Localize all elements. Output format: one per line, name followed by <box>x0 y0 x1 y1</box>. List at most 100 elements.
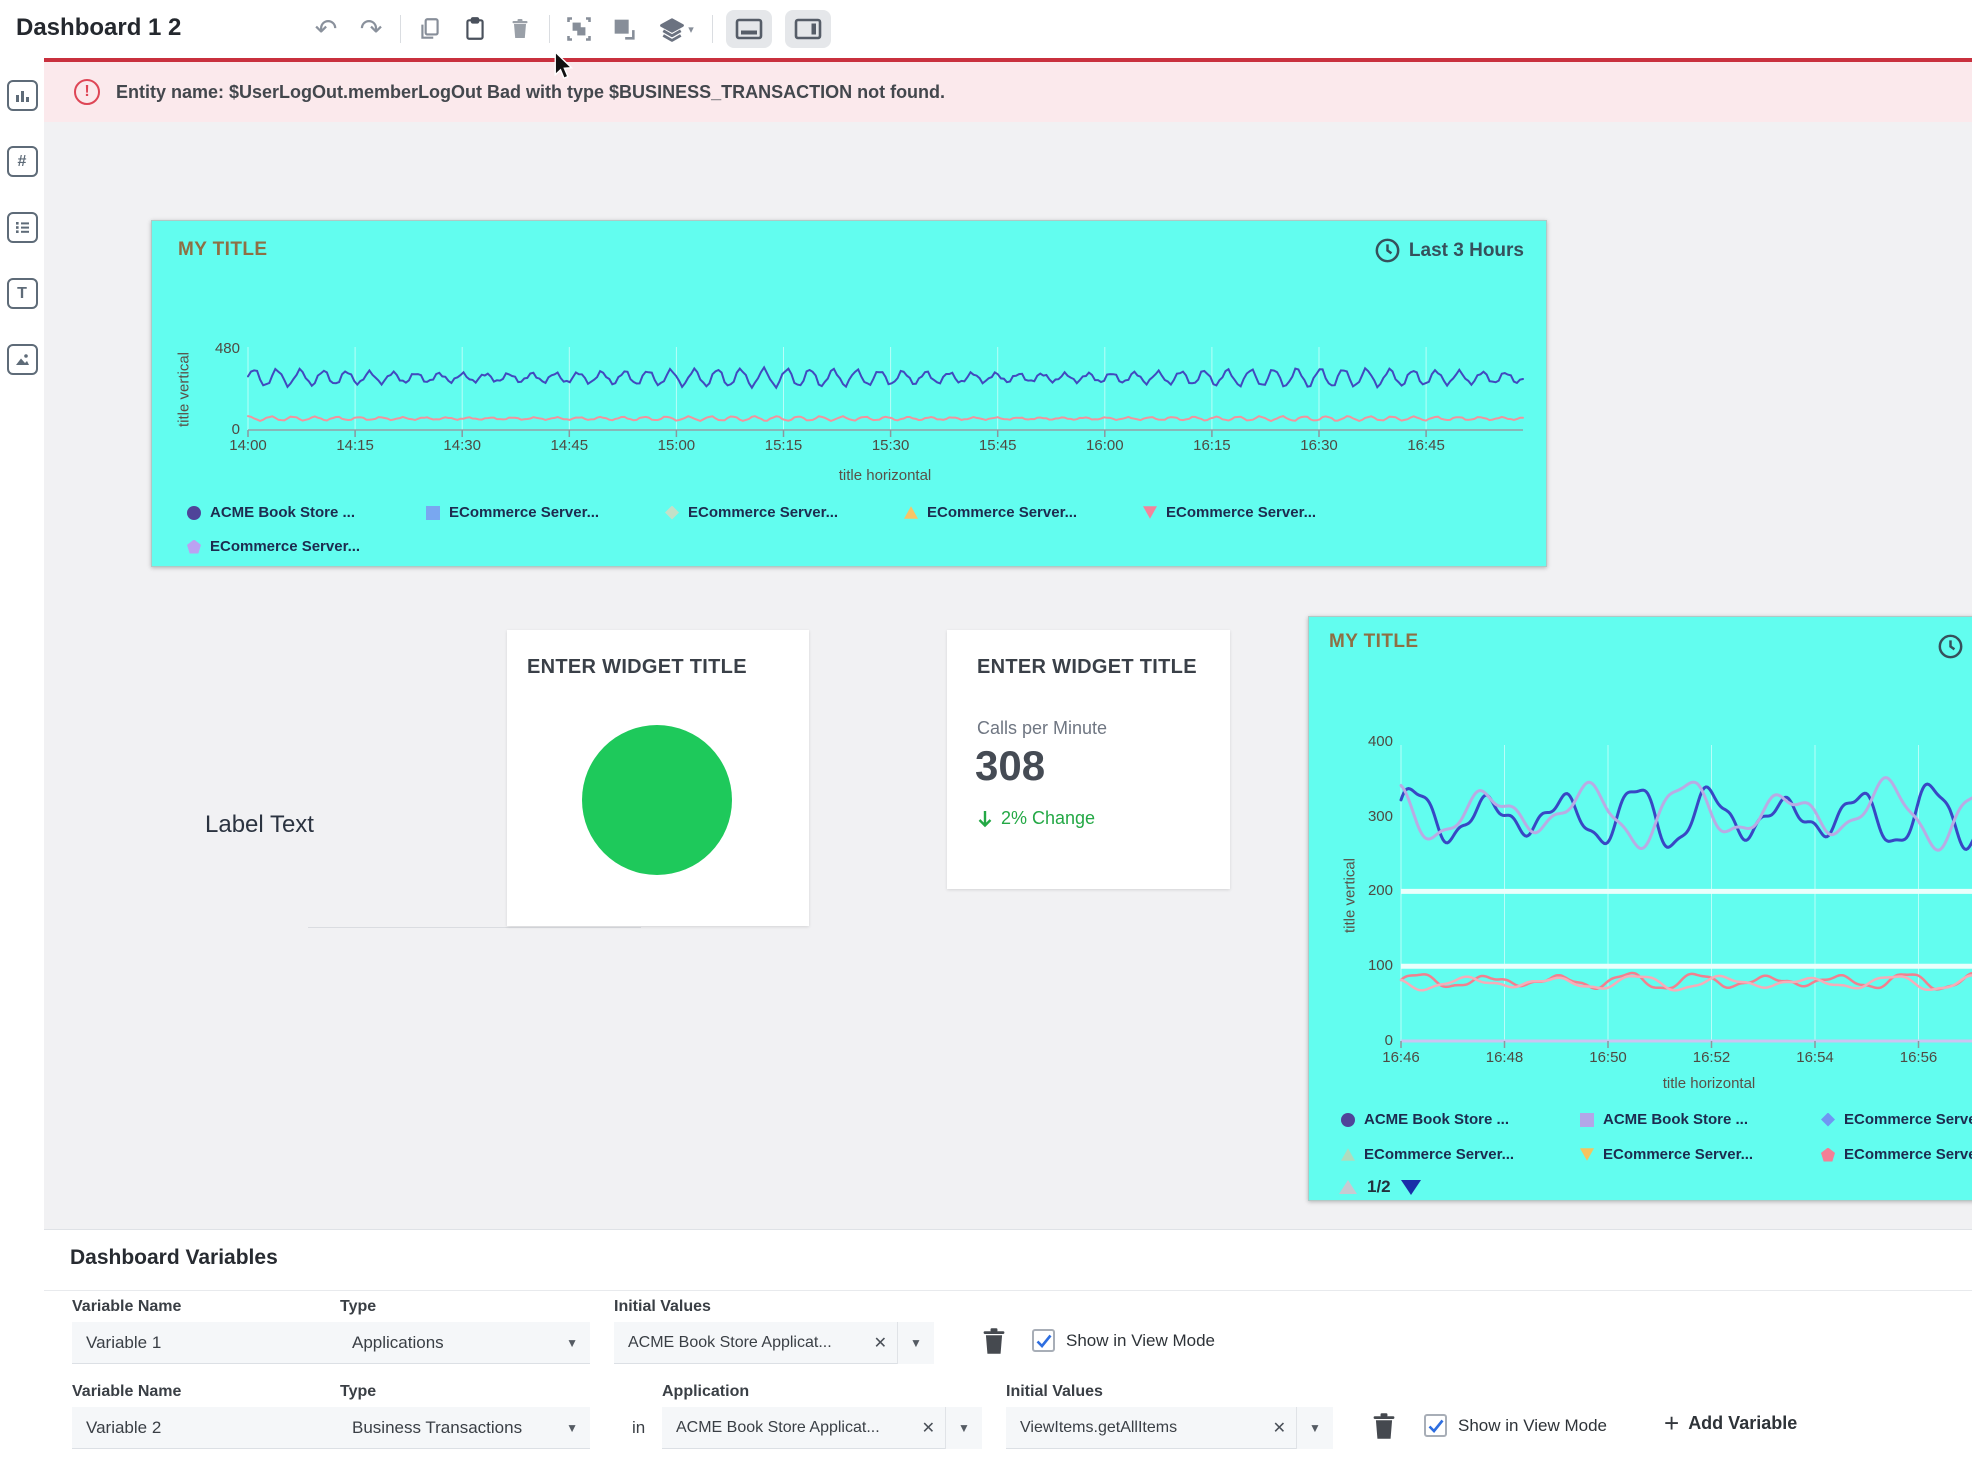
text-label-widget[interactable]: Label Text <box>205 811 314 839</box>
metric-widget[interactable]: ENTER WIDGET TITLE Calls per Minute 308 … <box>947 630 1230 889</box>
x-tick-label: 16:56 <box>1900 1049 1938 1066</box>
paste-icon[interactable] <box>459 13 491 45</box>
type-label: Type <box>340 1298 376 1316</box>
legend-label: ECommerce Server... <box>1364 1146 1514 1163</box>
layers-icon[interactable]: ▾ <box>653 13 699 45</box>
legend-item: ECommerce Server... <box>426 504 599 521</box>
initial-values-input[interactable]: ACME Book Store Applicat... ✕ <box>614 1322 897 1364</box>
panel-title: Dashboard Variables <box>70 1246 278 1270</box>
widget-title: ENTER WIDGET TITLE <box>527 656 747 679</box>
show-in-view-mode-label: Show in View Mode <box>1458 1416 1607 1436</box>
remove-value-icon[interactable]: ✕ <box>1263 1418 1296 1438</box>
delete-variable-icon[interactable] <box>980 1326 1008 1356</box>
application-dropdown-icon[interactable]: ▼ <box>945 1407 982 1449</box>
variable-name-input[interactable]: Variable 1 <box>72 1322 362 1364</box>
in-label: in <box>632 1418 645 1438</box>
type-select[interactable]: Business Transactions ▼ <box>338 1407 590 1449</box>
type-select[interactable]: Applications ▼ <box>338 1322 590 1364</box>
legend-label: ECommerce Server... <box>1166 504 1316 521</box>
redo-icon[interactable]: ↷ <box>355 13 387 45</box>
x-tick-label: 16:54 <box>1796 1049 1834 1066</box>
variable-name-input[interactable]: Variable 2 <box>72 1407 362 1449</box>
x-tick-label: 14:30 <box>443 437 481 454</box>
widget-title: ENTER WIDGET TITLE <box>977 656 1197 679</box>
add-variable-button[interactable]: + Add Variable <box>1664 1410 1797 1436</box>
toggle-right-panel-button[interactable] <box>785 10 831 48</box>
alignment-guide <box>308 927 641 928</box>
legend-label: ECommerce Server... <box>449 504 599 521</box>
dashboard-editor: Dashboard 1 2 ↶ ↷ <box>0 0 1972 1484</box>
list-widget-icon[interactable] <box>7 212 38 243</box>
legend-marker-square <box>1580 1113 1594 1127</box>
legend-item: ECommerce Server... <box>1821 1111 1972 1128</box>
panel-divider <box>44 1290 1972 1291</box>
x-tick-label: 16:00 <box>1086 437 1124 454</box>
timeseries-widget-1[interactable]: MY TITLE Last 3 Hours title vertical tit… <box>151 220 1547 567</box>
toolbar-actions: ↶ ↷ <box>310 0 831 58</box>
health-widget[interactable]: ENTER WIDGET TITLE <box>507 630 809 926</box>
legend-marker-triangle-up <box>904 506 918 520</box>
legend-marker-circle <box>187 506 201 520</box>
page-indicator: 1/2 <box>1367 1177 1391 1197</box>
legend-label: ECommerce Server... <box>688 504 838 521</box>
toggle-bottom-panel-button[interactable] <box>726 10 772 48</box>
delete-icon[interactable] <box>504 13 536 45</box>
toolbar-divider <box>400 15 401 43</box>
type-label: Type <box>340 1383 376 1401</box>
toolbar: Dashboard 1 2 ↶ ↷ <box>0 0 1972 58</box>
timeseries-widget-2[interactable]: MY TITLE title vertical title horizontal… <box>1308 616 1972 1201</box>
application-label: Application <box>662 1383 749 1401</box>
legend-item: ECommerce Server... <box>1821 1146 1972 1163</box>
page-up-icon[interactable] <box>1339 1180 1357 1194</box>
legend-marker-triangle-up <box>1341 1148 1355 1162</box>
legend-label: ECommerce Server... <box>210 538 360 555</box>
text-widget-icon[interactable]: T <box>7 278 38 309</box>
legend-item: ECommerce Server... <box>904 504 1077 521</box>
legend-label: ACME Book Store ... <box>1364 1111 1509 1128</box>
select-caret-icon[interactable]: ▼ <box>566 1336 590 1350</box>
x-tick-label: 14:15 <box>336 437 374 454</box>
show-in-view-mode-checkbox[interactable] <box>1424 1414 1447 1437</box>
undo-icon[interactable]: ↶ <box>310 13 342 45</box>
legend-item: ECommerce Server... <box>1143 504 1316 521</box>
delete-variable-icon[interactable] <box>1370 1411 1398 1441</box>
x-tick-label: 16:48 <box>1486 1049 1524 1066</box>
legend-marker-diamond <box>665 506 679 520</box>
legend-label: ECommerce Server... <box>1844 1146 1972 1163</box>
show-in-view-mode-checkbox[interactable] <box>1032 1329 1055 1352</box>
select-caret-icon[interactable]: ▼ <box>566 1421 590 1435</box>
number-widget-icon[interactable]: # <box>7 146 38 177</box>
plus-icon: + <box>1664 1410 1679 1436</box>
image-widget-icon[interactable] <box>7 344 38 375</box>
initial-values-input[interactable]: ViewItems.getAllItems ✕ <box>1006 1407 1296 1449</box>
dashboard-canvas: MY TITLE Last 3 Hours title vertical tit… <box>44 122 1972 1229</box>
application-input[interactable]: ACME Book Store Applicat... ✕ <box>662 1407 945 1449</box>
legend-pagination: 1/2 <box>1339 1177 1421 1197</box>
legend-marker-square <box>426 506 440 520</box>
page-down-icon[interactable] <box>1401 1180 1421 1195</box>
legend-label: ACME Book Store ... <box>210 504 355 521</box>
metric-change-label: 2% Change <box>1001 808 1095 829</box>
x-tick-label: 16:50 <box>1589 1049 1627 1066</box>
initial-values-label: Initial Values <box>614 1298 711 1316</box>
x-tick-label: 14:00 <box>229 437 267 454</box>
y-tick-label: 100 <box>1333 957 1393 974</box>
y-tick-label: 200 <box>1333 882 1393 899</box>
legend-item: ACME Book Store ... <box>1580 1111 1748 1128</box>
initial-values-dropdown-icon[interactable]: ▼ <box>897 1322 934 1364</box>
x-tick-label: 15:15 <box>765 437 803 454</box>
ungroup-icon[interactable] <box>608 13 640 45</box>
chart-widget-icon[interactable] <box>7 80 38 111</box>
layers-caret-icon[interactable]: ▾ <box>688 23 694 36</box>
remove-value-icon[interactable]: ✕ <box>912 1418 945 1438</box>
legend-marker-pentagon <box>1821 1148 1835 1162</box>
initial-values-dropdown-icon[interactable]: ▼ <box>1296 1407 1333 1449</box>
legend-item: ACME Book Store ... <box>1341 1111 1509 1128</box>
remove-value-icon[interactable]: ✕ <box>864 1333 897 1353</box>
y-tick-label: 400 <box>1333 733 1393 750</box>
copy-icon[interactable] <box>414 13 446 45</box>
legend-marker-circle <box>1341 1113 1355 1127</box>
widget-sidebar: # T <box>0 58 44 1484</box>
group-icon[interactable] <box>563 13 595 45</box>
show-in-view-mode-label: Show in View Mode <box>1066 1331 1215 1351</box>
